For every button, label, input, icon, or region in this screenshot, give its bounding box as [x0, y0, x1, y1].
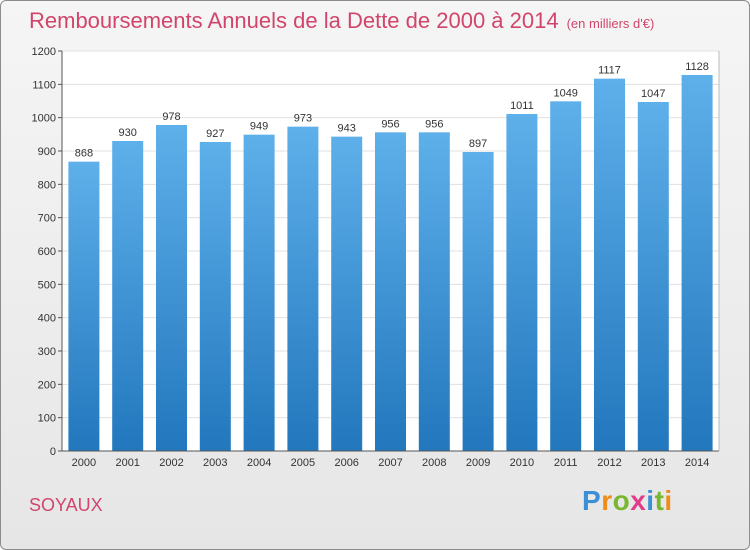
bar: [418, 132, 450, 452]
y-tick-label: 0: [50, 446, 56, 458]
bar: [243, 134, 275, 451]
logo-letter: o: [612, 485, 631, 516]
chart-subtitle: (en milliers d'€): [566, 16, 655, 31]
y-tick-label: 300: [38, 346, 56, 358]
x-tick-label: 2002: [159, 457, 183, 469]
location-label: SOYAUX: [29, 495, 103, 515]
y-tick-label: 1100: [32, 79, 56, 91]
y-tick-label: 1200: [32, 46, 56, 58]
y-tick-label: 700: [38, 213, 56, 225]
y-tick-label: 200: [38, 379, 56, 391]
data-label: 949: [250, 121, 268, 133]
data-label: 930: [119, 127, 137, 139]
logo-letter: i: [664, 485, 673, 516]
bar: [375, 132, 406, 452]
x-tick-label: 2000: [72, 457, 96, 469]
bar: [462, 152, 494, 451]
x-tick-label: 2007: [378, 457, 402, 469]
bar: [550, 101, 582, 451]
x-tick-label: 2001: [115, 457, 139, 469]
bar: [594, 78, 625, 452]
data-label: 973: [294, 113, 312, 125]
data-label: 927: [206, 128, 224, 140]
y-tick-label: 1000: [32, 113, 56, 125]
y-tick-label: 500: [38, 279, 56, 291]
y-tick-label: 800: [38, 179, 56, 191]
x-tick-label: 2009: [466, 457, 490, 469]
bar: [112, 141, 144, 451]
bar: [681, 75, 713, 451]
bar: [331, 136, 363, 451]
logo-letter: P: [582, 485, 602, 516]
x-tick-label: 2013: [641, 457, 665, 469]
logo-letter: i: [646, 485, 655, 516]
x-tick-label: 2012: [597, 457, 621, 469]
brand-logo: Proxiti: [582, 485, 673, 517]
logo-letter: r: [601, 485, 613, 516]
x-tick-label: 2003: [203, 457, 227, 469]
data-label: 1047: [641, 88, 665, 100]
bar: [637, 102, 669, 451]
x-tick-label: 2006: [334, 457, 358, 469]
bar: [506, 114, 538, 451]
data-label: 1049: [553, 87, 577, 99]
data-label: 1011: [510, 100, 534, 112]
data-label: 1117: [598, 65, 621, 77]
x-tick-label: 2011: [554, 457, 578, 469]
y-tick-label: 100: [38, 413, 56, 425]
data-label: 943: [338, 123, 356, 135]
chart-title: Remboursements Annuels de la Dette de 20…: [29, 8, 655, 33]
data-label: 1128: [685, 61, 709, 73]
data-label: 897: [469, 138, 487, 150]
bar: [287, 126, 319, 452]
data-label: 956: [381, 118, 399, 130]
y-tick-label: 400: [38, 313, 56, 325]
logo-letter: t: [654, 485, 665, 516]
bar: [68, 161, 100, 451]
logo-letter: x: [630, 485, 647, 516]
bar: [199, 142, 231, 451]
x-tick-label: 2004: [247, 457, 271, 469]
x-tick-label: 2010: [510, 457, 534, 469]
y-tick-label: 600: [38, 246, 56, 258]
data-label: 956: [425, 118, 443, 130]
x-tick-label: 2014: [685, 457, 709, 469]
x-tick-label: 2005: [291, 457, 315, 469]
data-label: 978: [162, 111, 180, 123]
y-tick-label: 900: [38, 146, 56, 158]
bar: [156, 125, 187, 451]
x-tick-label: 2008: [422, 457, 446, 469]
data-label: 868: [75, 148, 93, 160]
